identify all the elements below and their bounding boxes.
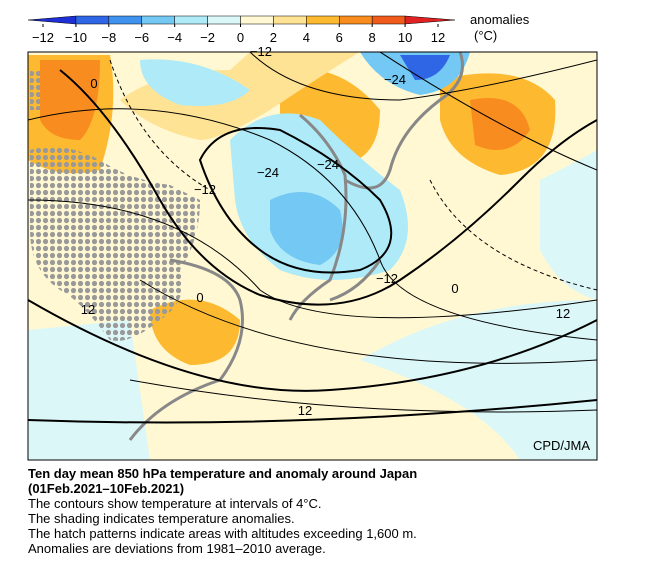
colorbar-tick-label: 12 (431, 30, 445, 45)
colorbar-segment (240, 15, 274, 25)
colorbar-tick-label: −10 (65, 30, 87, 45)
colorbar-tick-label: −4 (167, 30, 182, 45)
colorbar-segment (27, 15, 77, 25)
caption-title: Ten day mean 850 hPa temperature and ano… (28, 466, 417, 481)
colorbar: −12 −10 −8 −6 −4 −2 0 2 4 6 8 10 12 (27, 15, 456, 45)
contour-label: 12 (298, 403, 312, 418)
colorbar-tick-label: 4 (303, 30, 310, 45)
colorbar-tick-label: −2 (200, 30, 215, 45)
colorbar-segment (306, 15, 340, 25)
colorbar-tick-label: 10 (398, 30, 412, 45)
colorbar-segment (339, 15, 373, 25)
colorbar-tick-label: −8 (101, 30, 116, 45)
contour-label: −12 (376, 271, 398, 286)
caption-line: The hatch patterns indicate areas with a… (28, 526, 417, 541)
colorbar-tick-label: 2 (270, 30, 277, 45)
contour-label: 12 (556, 306, 570, 321)
colorbar-tick-label: 6 (336, 30, 343, 45)
colorbar-segment (108, 15, 142, 25)
contour-labels: 0 −12 −24 −24 −24 −12 0 12 −12 0 12 12 (81, 44, 570, 418)
colorbar-segment (75, 15, 110, 25)
contour-label: −24 (384, 72, 406, 87)
colorbar-unit: (°C) (474, 28, 497, 43)
colorbar-tick-label: 0 (237, 30, 244, 45)
contour-label: 0 (90, 76, 97, 91)
colorbar-segment (404, 15, 456, 25)
colorbar-segment (174, 15, 208, 25)
caption-line: The contours show temperature at interva… (28, 496, 322, 511)
map-frame (27, 51, 598, 461)
caption-line: Anomalies are deviations from 1981–2010 … (28, 541, 326, 556)
contour-label: −12 (194, 182, 216, 197)
colorbar-tick-label: −12 (32, 30, 54, 45)
contour-label: −24 (317, 157, 339, 172)
colorbar-label: anomalies (470, 12, 530, 27)
contour-label: 0 (196, 290, 203, 305)
contour-label: −24 (257, 165, 279, 180)
contour-label: 0 (451, 281, 458, 296)
colorbar-segment (207, 15, 241, 25)
colorbar-tick-label: −6 (134, 30, 149, 45)
colorbar-segment (273, 15, 307, 25)
map (28, 52, 597, 460)
contour-label: −12 (250, 44, 272, 59)
credit: CPD/JMA (533, 438, 590, 453)
colorbar-segment (141, 15, 175, 25)
caption-lines: The contours show temperature at interva… (28, 496, 417, 556)
caption-line: The shading indicates temperature anomal… (28, 511, 295, 526)
contour-label: 12 (81, 302, 95, 317)
caption-period: (01Feb.2021–10Feb.2021) (28, 481, 184, 496)
colorbar-tick-label: 8 (369, 30, 376, 45)
colorbar-segment (371, 15, 406, 25)
